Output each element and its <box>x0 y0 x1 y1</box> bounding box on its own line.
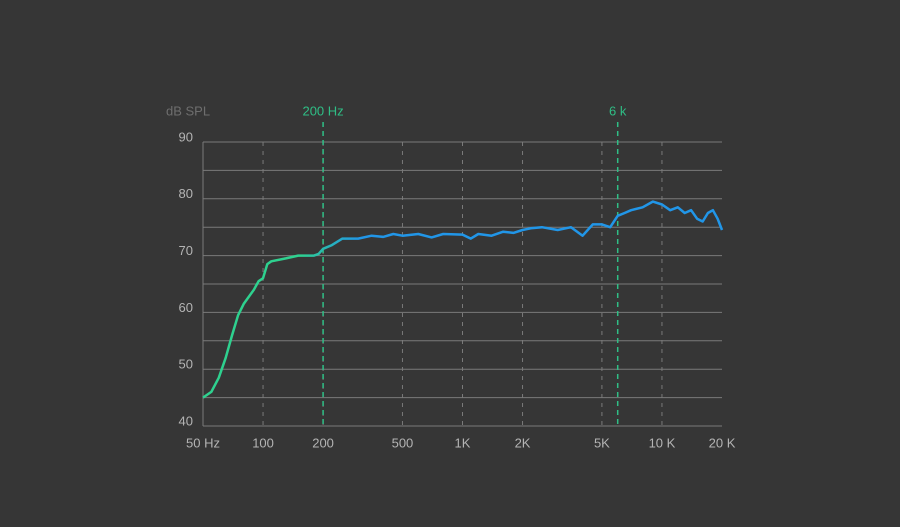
y-tick-label: 60 <box>179 300 193 315</box>
x-tick-label: 2K <box>515 435 531 450</box>
y-tick-label: 50 <box>179 357 193 372</box>
y-tick-label: 80 <box>179 186 193 201</box>
y-tick-label: 90 <box>179 129 193 144</box>
response-line <box>202 200 724 399</box>
y-tick-label: 70 <box>179 243 193 258</box>
x-tick-label: 50 Hz <box>186 435 220 450</box>
y-axis-label: dB SPL <box>166 103 210 118</box>
x-tick-label: 1K <box>455 435 471 450</box>
x-tick-label: 5K <box>594 435 610 450</box>
x-tick-label: 20 K <box>709 435 736 450</box>
marker-label: 6 k <box>609 103 627 118</box>
x-tick-label: 10 K <box>649 435 676 450</box>
x-tick-label: 500 <box>392 435 414 450</box>
y-tick-label: 40 <box>179 413 193 428</box>
marker-label: 200 Hz <box>302 103 343 118</box>
x-tick-label: 100 <box>252 435 274 450</box>
x-tick-label: 200 <box>312 435 334 450</box>
